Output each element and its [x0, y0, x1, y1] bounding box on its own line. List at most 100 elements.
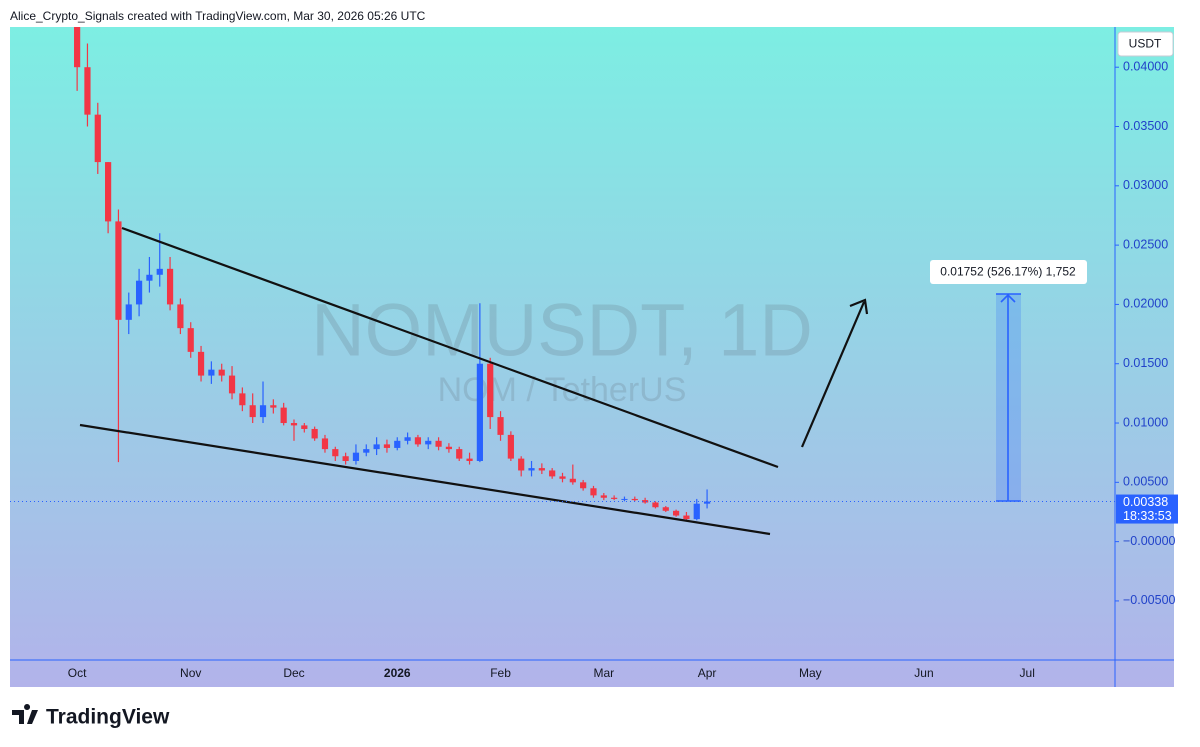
y-tick-label: 0.01500	[1123, 356, 1168, 370]
candle-body	[476, 363, 483, 461]
candle-body	[435, 440, 442, 447]
candle-body	[673, 510, 680, 516]
upper-trendline	[121, 226, 779, 469]
candle-body	[611, 497, 618, 499]
candle-body	[652, 502, 659, 508]
candle-body	[270, 405, 277, 408]
candle-body	[662, 507, 669, 511]
candle-body	[166, 268, 174, 305]
price-label: 0.00338	[1123, 495, 1168, 509]
candle-body	[466, 458, 473, 461]
lower-trendline	[79, 423, 771, 536]
candle-body	[280, 407, 287, 424]
y-tick-label: 0.02000	[1123, 297, 1168, 311]
candle-body	[352, 452, 360, 461]
candle-body	[528, 468, 535, 471]
x-axis: Oct Nov Dec 2026 Feb Mar Apr May Jun Jul	[68, 666, 1035, 680]
candle-body	[404, 437, 411, 441]
candle-body	[177, 304, 184, 329]
candle-body	[569, 478, 576, 483]
x-tick-label: May	[799, 666, 822, 680]
candle-body	[156, 268, 163, 275]
candles	[74, 27, 711, 522]
candle-body	[115, 221, 122, 320]
candle-body	[187, 328, 194, 352]
candle-body	[321, 438, 329, 450]
y-tick-label: 0.03500	[1123, 119, 1168, 133]
x-tick-label: Mar	[593, 666, 614, 680]
candle-body	[383, 444, 391, 448]
logo-text: TradingView	[46, 706, 170, 729]
currency-box	[1117, 31, 1174, 57]
x-tick-label: Oct	[68, 666, 87, 680]
candle-body	[363, 449, 370, 453]
candle-body	[518, 458, 525, 471]
watermark-subtitle: NOM / TetherUS	[438, 371, 687, 409]
price-label-box	[1116, 494, 1178, 524]
candle-body	[631, 498, 638, 501]
candle-body	[311, 428, 318, 439]
candle-body	[414, 437, 422, 445]
candle-body	[621, 498, 628, 500]
measure-label-box	[930, 260, 1087, 284]
candle-body	[693, 503, 700, 520]
countdown: 18:33:53	[1123, 509, 1172, 523]
x-tick-label: Dec	[283, 666, 304, 680]
candle-body	[218, 369, 225, 376]
y-tick-label: −0.00000	[1123, 534, 1176, 548]
candle-body	[394, 440, 401, 448]
y-tick-label: 0.01000	[1123, 415, 1168, 429]
candle-body	[456, 449, 463, 459]
candle-body	[259, 405, 267, 418]
candle-body	[445, 446, 452, 450]
measure-label: 0.01752 (526.17%) 1,752	[940, 265, 1076, 279]
candle-body	[125, 304, 132, 320]
candle-body	[94, 114, 101, 163]
x-tick-label: 2026	[384, 666, 411, 680]
candle-body	[197, 351, 205, 376]
y-tick-label: −0.00500	[1123, 593, 1176, 607]
candle-body	[74, 27, 81, 68]
candle-body	[549, 470, 556, 477]
y-tick-label: 0.02500	[1123, 237, 1168, 251]
candle-body	[239, 393, 246, 406]
measure-arrow	[996, 293, 1021, 502]
candle-body	[590, 488, 597, 496]
candle-body	[683, 515, 690, 520]
candle-body	[249, 405, 256, 418]
candle-body	[497, 417, 504, 435]
candle-body	[146, 274, 153, 281]
candle-body	[342, 456, 349, 461]
logo: TradingView	[12, 704, 170, 729]
watermark-title: NOMUSDT, 1D	[311, 289, 813, 372]
arrow	[800, 298, 869, 448]
candle-body	[507, 434, 514, 459]
header-text: Alice_Crypto_Signals created with Tradin…	[10, 9, 426, 23]
y-tick-label: 0.04000	[1123, 60, 1168, 74]
y-axis: 0.04000 0.03500 0.03000 0.02500 0.02000 0.015…	[1115, 60, 1176, 607]
candle-body	[332, 449, 339, 457]
x-tick-label: Apr	[698, 666, 717, 680]
candle-body	[135, 280, 143, 305]
y-tick-label: 0.00500	[1123, 475, 1168, 489]
candle-body	[487, 363, 494, 418]
x-tick-label: Jul	[1020, 666, 1035, 680]
candle-body	[538, 468, 545, 471]
candle-body	[105, 162, 112, 222]
candle-body	[703, 501, 711, 504]
candle-body	[425, 440, 432, 445]
candle-body	[559, 476, 566, 479]
candle-body	[84, 67, 91, 115]
candle-body	[208, 369, 215, 376]
candle-body	[301, 425, 308, 429]
x-tick-label: Nov	[180, 666, 201, 680]
y-tick-label: 0.03000	[1123, 178, 1168, 192]
x-tick-label: Jun	[914, 666, 933, 680]
candle-body	[600, 495, 607, 498]
candle-body	[580, 482, 587, 489]
candle-body	[373, 444, 380, 450]
candle-body	[228, 375, 236, 394]
